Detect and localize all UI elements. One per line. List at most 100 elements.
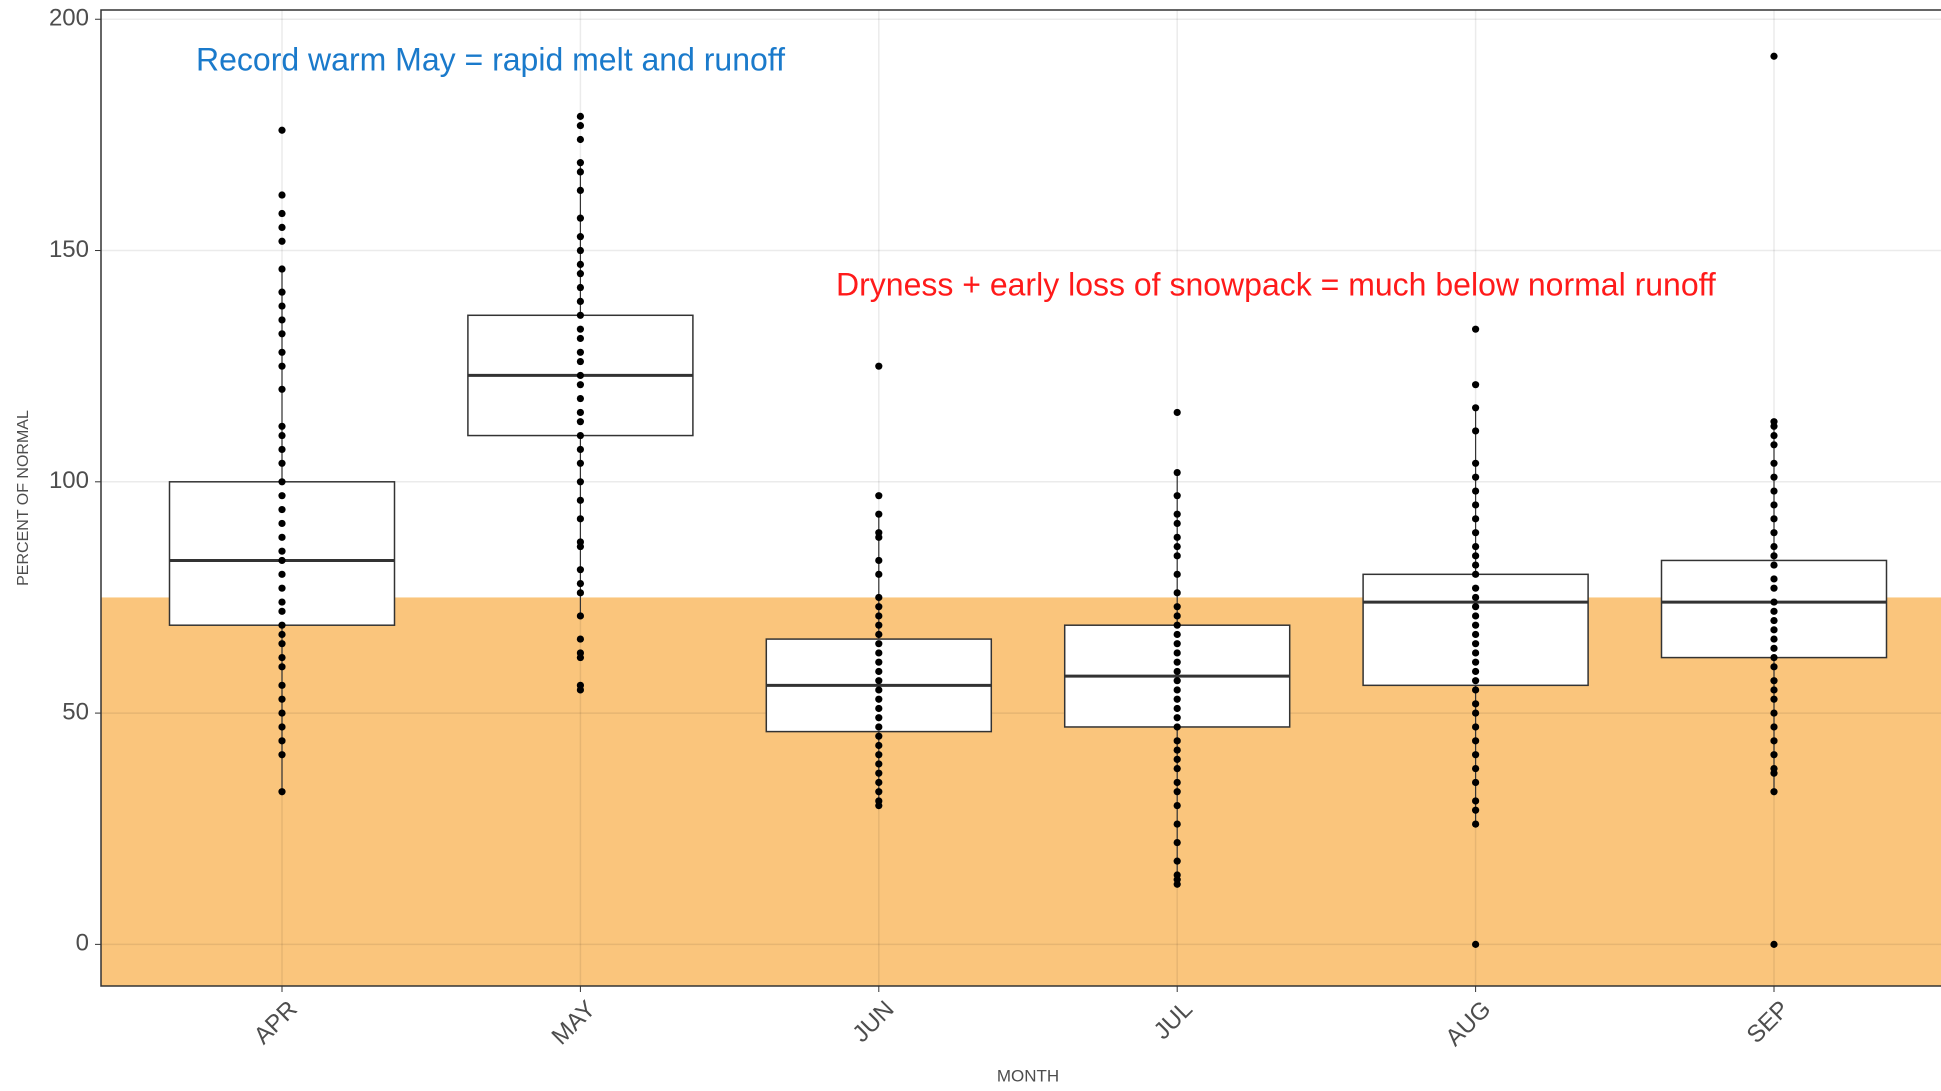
data-point — [1770, 607, 1778, 615]
data-point — [1770, 52, 1778, 60]
data-point — [278, 237, 286, 245]
data-point — [875, 362, 883, 370]
data-point — [278, 630, 286, 639]
y-axis-label: PERCENT OF NORMAL — [15, 410, 32, 586]
data-point — [1173, 621, 1181, 629]
data-point — [278, 607, 286, 615]
data-point — [278, 492, 286, 500]
data-point — [576, 612, 585, 620]
data-point — [576, 112, 585, 120]
data-point — [1472, 621, 1480, 629]
data-point — [278, 362, 286, 370]
data-point — [1173, 755, 1181, 763]
data-point — [1472, 667, 1480, 676]
box — [1362, 573, 1589, 687]
data-point — [576, 408, 585, 417]
data-point — [875, 603, 883, 611]
data-point — [875, 714, 883, 722]
data-point — [576, 357, 585, 366]
data-point — [1770, 686, 1778, 694]
x-tick-label: MAY — [547, 996, 602, 1051]
data-point — [576, 348, 585, 356]
data-point — [1173, 839, 1181, 847]
data-point — [278, 570, 286, 578]
data-point — [1472, 797, 1480, 805]
data-point — [1173, 788, 1181, 796]
data-point — [1770, 422, 1778, 430]
data-point — [875, 593, 883, 602]
y-tick-label: 50 — [62, 698, 89, 725]
data-point — [875, 723, 883, 731]
data-point — [1472, 686, 1480, 694]
data-point — [1770, 487, 1778, 495]
data-point — [1472, 487, 1480, 495]
data-point — [278, 478, 286, 486]
data-point — [875, 778, 883, 787]
x-tick-label: AUG — [1440, 996, 1496, 1052]
data-point — [1472, 593, 1480, 602]
data-point — [278, 598, 286, 606]
data-point — [1472, 404, 1480, 412]
data-point — [1770, 644, 1778, 652]
data-point — [875, 732, 883, 740]
data-point — [1173, 723, 1181, 731]
data-point — [576, 686, 585, 694]
x-tick-label: APR — [249, 996, 303, 1050]
data-point — [278, 547, 286, 555]
data-point — [875, 788, 883, 796]
data-point — [875, 704, 883, 713]
data-point — [1770, 542, 1778, 551]
data-point — [278, 681, 286, 689]
data-point — [576, 283, 585, 292]
data-point — [1173, 737, 1181, 745]
x-tick-label: JUN — [847, 996, 899, 1048]
data-point — [1472, 806, 1480, 814]
data-point — [1173, 510, 1181, 518]
data-point — [875, 612, 883, 620]
x-tick-label: JUL — [1149, 996, 1198, 1045]
data-point — [278, 556, 286, 565]
data-point — [1770, 561, 1778, 569]
data-point — [1770, 529, 1778, 537]
data-point — [1770, 723, 1778, 731]
data-point — [278, 584, 286, 592]
data-point — [1770, 940, 1778, 948]
plot-border — [100, 9, 1941, 987]
data-point — [576, 496, 585, 504]
data-point — [1770, 584, 1778, 592]
data-point — [576, 542, 585, 551]
data-point — [1770, 616, 1778, 625]
data-point — [278, 695, 286, 703]
data-point — [875, 570, 883, 578]
data-point — [1770, 737, 1778, 745]
data-point — [1770, 501, 1778, 509]
data-point — [576, 371, 585, 380]
data-point — [1472, 473, 1480, 481]
data-point — [278, 348, 286, 356]
data-point — [278, 459, 286, 467]
data-point — [1173, 468, 1181, 477]
data-point — [1770, 598, 1778, 606]
data-point — [875, 658, 883, 666]
data-point — [1472, 584, 1480, 592]
data-point — [1770, 459, 1778, 467]
data-point — [1472, 459, 1480, 467]
data-point — [1472, 325, 1480, 333]
data-point — [875, 741, 883, 750]
data-point — [1173, 630, 1181, 639]
data-point — [576, 122, 585, 130]
data-point — [576, 270, 585, 278]
data-point — [278, 330, 286, 338]
data-point — [1173, 408, 1181, 417]
data-point — [1173, 820, 1181, 828]
data-point — [1770, 677, 1778, 685]
data-point — [576, 135, 585, 144]
data-point — [1770, 663, 1778, 671]
data-point — [1472, 640, 1480, 648]
data-point — [278, 653, 286, 662]
data-point — [278, 288, 286, 296]
data-point — [875, 751, 883, 759]
data-point — [278, 640, 286, 648]
data-point — [278, 505, 286, 514]
data-point — [278, 265, 286, 273]
